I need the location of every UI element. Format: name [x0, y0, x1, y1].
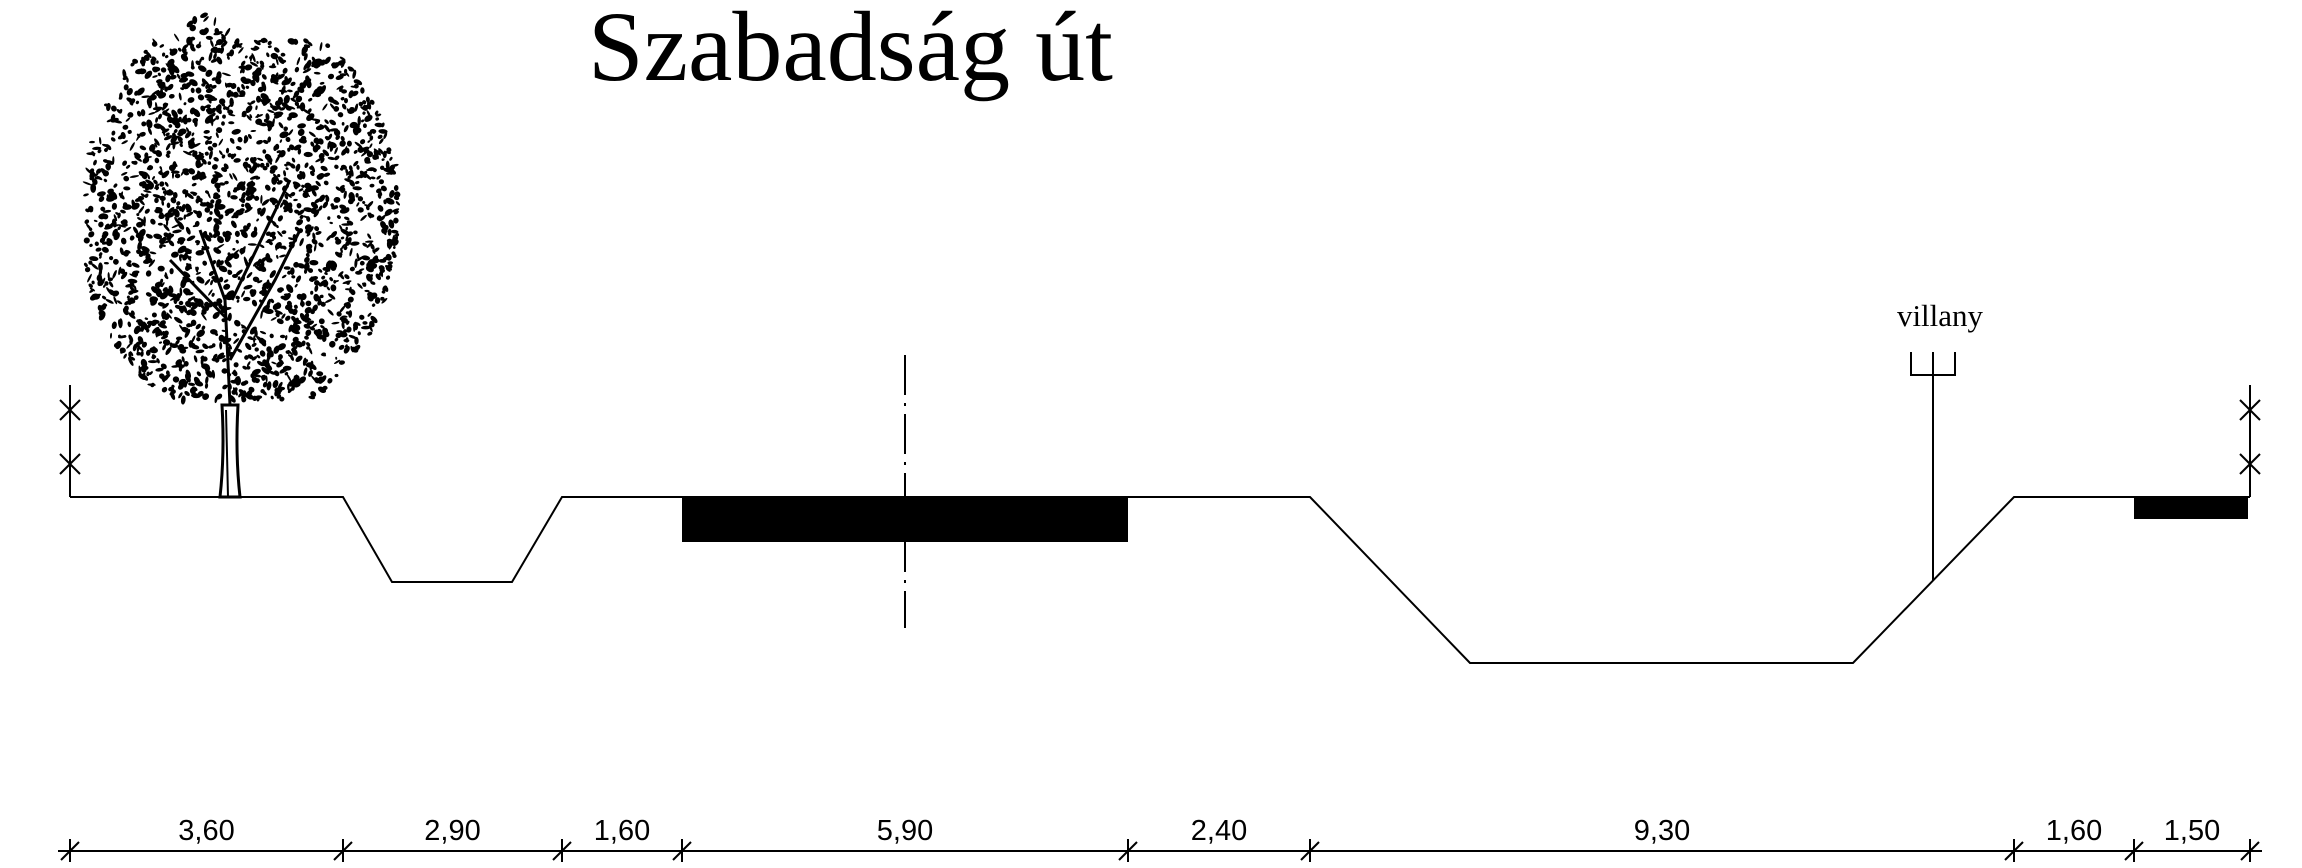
dimension-label: 9,30	[1634, 815, 1690, 847]
tree-icon	[82, 12, 401, 499]
terrain-profile	[70, 496, 2250, 664]
utility-label: villany	[1897, 298, 1984, 333]
dimension-label: 2,40	[1191, 815, 1247, 847]
drawing-title: Szabadság út	[588, 0, 1113, 102]
dimension-label: 1,60	[2046, 815, 2102, 847]
dimension-label: 5,90	[877, 815, 933, 847]
dimension-label: 2,90	[424, 815, 480, 847]
dimension-label: 1,50	[2164, 815, 2220, 847]
dimension-line: 3,60 2,90 1,60 5,90 2,40 9,30 1,60 1,50	[58, 815, 2262, 862]
boundary-marker-right	[2239, 385, 2261, 497]
utility-pole-icon	[1910, 352, 1956, 580]
dimension-label: 1,60	[594, 815, 650, 847]
sidewalk	[2134, 497, 2248, 519]
dimension-label: 3,60	[178, 815, 234, 847]
boundary-marker-left	[59, 385, 81, 497]
